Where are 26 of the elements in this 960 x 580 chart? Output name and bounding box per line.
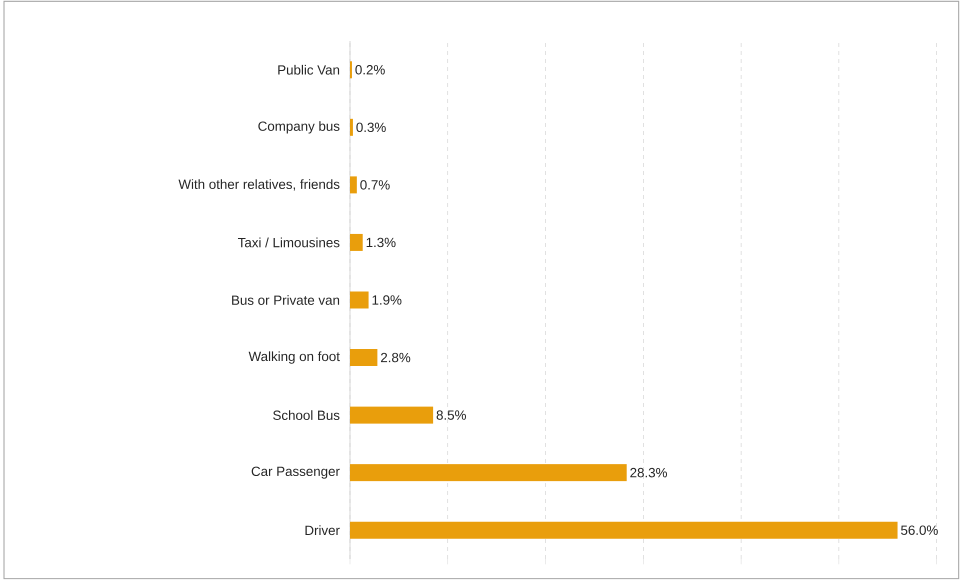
- data-label: 56.0%: [901, 525, 938, 535]
- y-tick-label: School Bus: [273, 410, 340, 420]
- data-label: 2.8%: [380, 352, 410, 362]
- y-tick-label: Driver: [305, 525, 340, 536]
- bar: [350, 464, 627, 482]
- y-tick-label: With other relatives, friends: [178, 179, 340, 191]
- bar: [350, 234, 363, 251]
- y-tick-label: Taxi / Limousines: [238, 238, 340, 248]
- bar: [350, 349, 378, 366]
- y-tick-label: Company bus: [258, 121, 340, 134]
- bar: [350, 522, 898, 539]
- y-tick-label: Public Van: [278, 64, 340, 75]
- data-label: 0.7%: [360, 180, 390, 190]
- y-tick-label: Car Passenger: [252, 466, 340, 479]
- data-label: 28.3%: [630, 468, 667, 478]
- bar: [350, 406, 434, 424]
- bar: [350, 291, 369, 308]
- bar: [350, 176, 357, 194]
- data-label: 1.9%: [372, 295, 402, 305]
- bar: [350, 118, 353, 136]
- data-label: 0.3%: [356, 122, 386, 132]
- y-tick-label: Bus or Private van: [232, 295, 340, 305]
- data-label: 8.5%: [436, 410, 466, 420]
- y-tick-label: Walking on foot: [248, 351, 340, 364]
- data-label: 1.3%: [366, 238, 396, 248]
- data-label: 0.2%: [355, 65, 385, 74]
